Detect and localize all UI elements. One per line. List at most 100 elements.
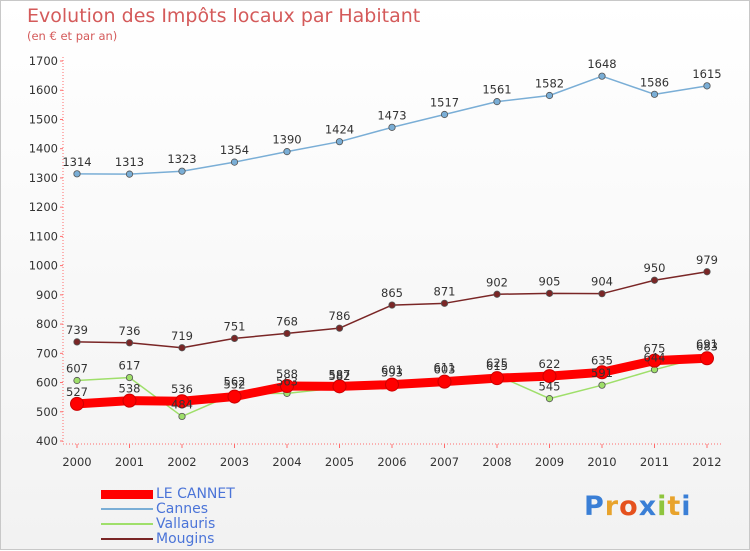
y-tick-label: 500 [36,405,58,419]
logo-letter: x [638,491,658,522]
data-label-vallauris: 644 [644,351,666,365]
data-label-cannes: 1586 [640,75,669,89]
data-label-vallauris: 545 [539,380,561,394]
data-label-vallauris: 617 [119,359,141,373]
data-point-le-cannet [595,365,609,380]
data-label-le-cannet: 593 [381,366,403,380]
x-tick-label: 2006 [377,455,406,469]
data-label-vallauris: 691 [696,337,718,351]
data-label-mougins: 768 [276,314,298,328]
data-label-vallauris: 607 [66,361,88,375]
x-tick-label: 2011 [640,455,669,469]
data-label-vallauris: 484 [171,397,193,411]
legend-label-cannes: Cannes [156,501,209,517]
data-point-le-cannet [647,353,662,368]
data-label-le-cannet: 603 [434,363,456,377]
legend-swatch-le-cannet [101,490,153,499]
x-tick-label: 2004 [272,455,301,469]
logo-letter: r [604,491,620,522]
data-point-mougins [388,301,396,309]
x-tick-label: 2009 [535,455,564,469]
data-point-cannes [545,91,554,100]
data-label-cannes: 1323 [167,152,196,166]
data-label-cannes: 1473 [377,108,406,122]
x-tick-label: 2003 [220,455,249,469]
data-point-cannes [598,72,606,80]
data-point-cannes [440,110,449,119]
data-point-mougins [283,329,291,338]
x-tick-label: 2000 [62,455,91,469]
data-point-mougins [125,339,134,347]
data-point-cannes [650,90,659,98]
data-point-cannes [230,158,239,166]
data-label-mougins: 719 [171,329,193,343]
data-point-vallauris [73,376,81,385]
y-tick-label: 400 [36,434,58,448]
data-label-cannes: 1313 [115,155,144,169]
data-point-le-cannet [385,377,399,392]
data-label-cannes: 1424 [325,123,354,137]
data-point-vallauris [598,381,606,389]
data-label-le-cannet: 552 [224,378,246,392]
data-label-mougins: 786 [329,309,351,323]
data-point-cannes [493,98,501,106]
y-tick-label: 1700 [29,54,58,68]
data-label-vallauris: 591 [591,366,613,380]
data-point-le-cannet [437,374,452,389]
data-label-mougins: 865 [381,286,403,300]
y-tick-label: 1100 [29,229,58,243]
data-label-mougins: 905 [539,274,561,288]
y-tick-label: 1500 [29,112,58,126]
data-point-cannes [283,148,291,156]
data-point-mougins [178,344,186,352]
data-label-mougins: 950 [644,261,666,275]
data-label-cannes: 1314 [62,155,91,169]
data-point-mougins [335,324,344,332]
data-label-cannes: 1390 [272,133,301,147]
proxiti-logo: Proxiti [584,491,692,522]
data-point-le-cannet [280,379,294,394]
chart-subtitle: (en € et par an) [27,29,118,43]
y-tick-label: 700 [36,346,58,360]
data-label-le-cannet: 675 [644,342,666,356]
logo-letter: i [657,491,668,522]
x-tick-label: 2005 [325,455,354,469]
data-label-le-cannet: 587 [329,367,351,381]
data-point-mougins [545,289,554,297]
data-point-le-cannet [175,394,189,409]
data-point-vallauris [545,395,554,403]
data-label-mougins: 902 [486,275,508,289]
data-point-cannes [125,170,134,178]
data-label-cannes: 1615 [692,67,721,81]
data-label-le-cannet: 588 [276,367,298,381]
data-label-cannes: 1517 [430,95,459,109]
data-point-mougins [230,334,239,342]
legend-swatch-vallauris [101,523,153,525]
data-label-mougins: 751 [224,319,246,333]
data-point-le-cannet [122,393,137,408]
data-label-cannes: 1354 [220,143,249,157]
data-point-vallauris [178,412,186,421]
logo-letter: o [619,491,639,522]
data-point-mougins [598,290,606,298]
x-tick-label: 2010 [587,455,616,469]
legend-swatch-mougins [101,538,153,540]
data-point-mougins [650,276,659,284]
data-point-cannes [73,170,81,178]
x-tick-label: 2002 [167,455,196,469]
y-tick-label: 800 [36,317,58,331]
legend-label-vallauris: Vallauris [156,516,216,532]
x-tick-label: 2012 [692,455,721,469]
logo-letter: i [681,491,692,522]
data-point-mougins [703,268,711,276]
y-tick-label: 1300 [29,171,58,185]
y-tick-label: 1200 [29,200,58,214]
data-label-vallauris: 601 [381,363,403,377]
data-label-cannes: 1648 [587,57,616,71]
data-label-vallauris: 611 [434,360,456,374]
y-tick-label: 600 [36,376,58,390]
data-point-cannes [178,167,186,175]
data-label-le-cannet: 527 [66,385,88,399]
x-tick-label: 2008 [482,455,511,469]
